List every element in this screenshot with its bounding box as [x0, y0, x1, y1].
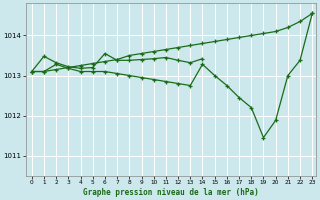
X-axis label: Graphe pression niveau de la mer (hPa): Graphe pression niveau de la mer (hPa) [83, 188, 259, 197]
